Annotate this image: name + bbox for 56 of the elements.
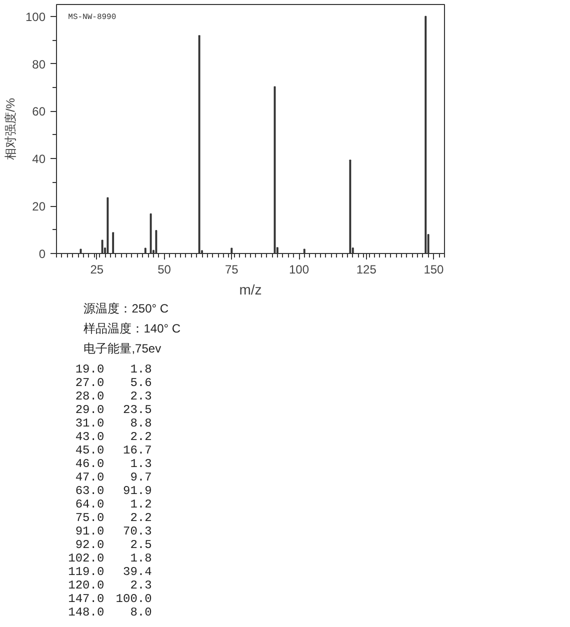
text: 120.0	[68, 578, 104, 592]
text: 2.3	[130, 578, 152, 592]
text: 1.3	[130, 457, 152, 471]
y-axis-title: 相对强度/%	[3, 98, 18, 160]
x-tick-label: 125	[356, 262, 377, 276]
text: 8.8	[130, 416, 152, 430]
text: 电子能量,75ev	[84, 342, 162, 356]
x-tick-label: 25	[90, 262, 104, 276]
x-tick-label: 75	[224, 262, 239, 276]
text: 91.9	[122, 484, 152, 498]
y-tick-label: 60	[32, 104, 46, 119]
text: 9.7	[130, 470, 152, 484]
text: 2.2	[130, 511, 152, 525]
text: 75.0	[75, 511, 104, 525]
x-tick-label: 150	[424, 262, 444, 276]
text: 46.0	[75, 457, 104, 471]
text: 39.4	[122, 565, 152, 579]
x-tick-label: 100	[288, 262, 310, 276]
y-tick-label: 20	[32, 200, 46, 214]
text: 29.0	[75, 403, 104, 417]
text: 样品温度：140° C	[84, 322, 181, 336]
annotation: MS-NW-8990	[68, 12, 116, 22]
text: 2.3	[130, 390, 152, 404]
text: 91.0	[75, 524, 104, 538]
text: 102.0	[68, 552, 104, 566]
text: 119.0	[68, 565, 104, 579]
text: 1.8	[130, 552, 152, 566]
text: 100.0	[116, 592, 152, 606]
text: 27.0	[75, 376, 104, 390]
x-axis-title: m/z	[239, 282, 262, 298]
text: 92.0	[75, 538, 104, 552]
y-tick-label: 0	[38, 247, 46, 261]
text: 28.0	[75, 390, 104, 404]
text: 147.0	[68, 592, 104, 606]
y-tick-label: 40	[32, 152, 46, 166]
text: 43.0	[75, 430, 104, 444]
text: 16.7	[122, 444, 152, 458]
text: 70.3	[122, 524, 152, 538]
text: 63.0	[75, 484, 104, 498]
text: 8.0	[130, 606, 152, 620]
text: 64.0	[75, 498, 104, 512]
text: 1.2	[130, 498, 152, 512]
y-tick-label: 100	[25, 10, 46, 24]
text: 2.5	[130, 538, 152, 552]
text: 源温度：250° C	[84, 302, 169, 316]
text: 5.6	[130, 376, 152, 390]
text: 23.5	[122, 403, 152, 417]
text: 1.8	[130, 362, 152, 376]
text: 31.0	[75, 416, 104, 430]
text: 47.0	[75, 470, 104, 484]
x-tick-label: 50	[158, 262, 172, 276]
text: 19.0	[75, 362, 104, 376]
text: 148.0	[68, 606, 104, 620]
text: 45.0	[75, 444, 104, 458]
y-tick-label: 80	[32, 57, 46, 72]
text: 2.2	[130, 430, 152, 444]
